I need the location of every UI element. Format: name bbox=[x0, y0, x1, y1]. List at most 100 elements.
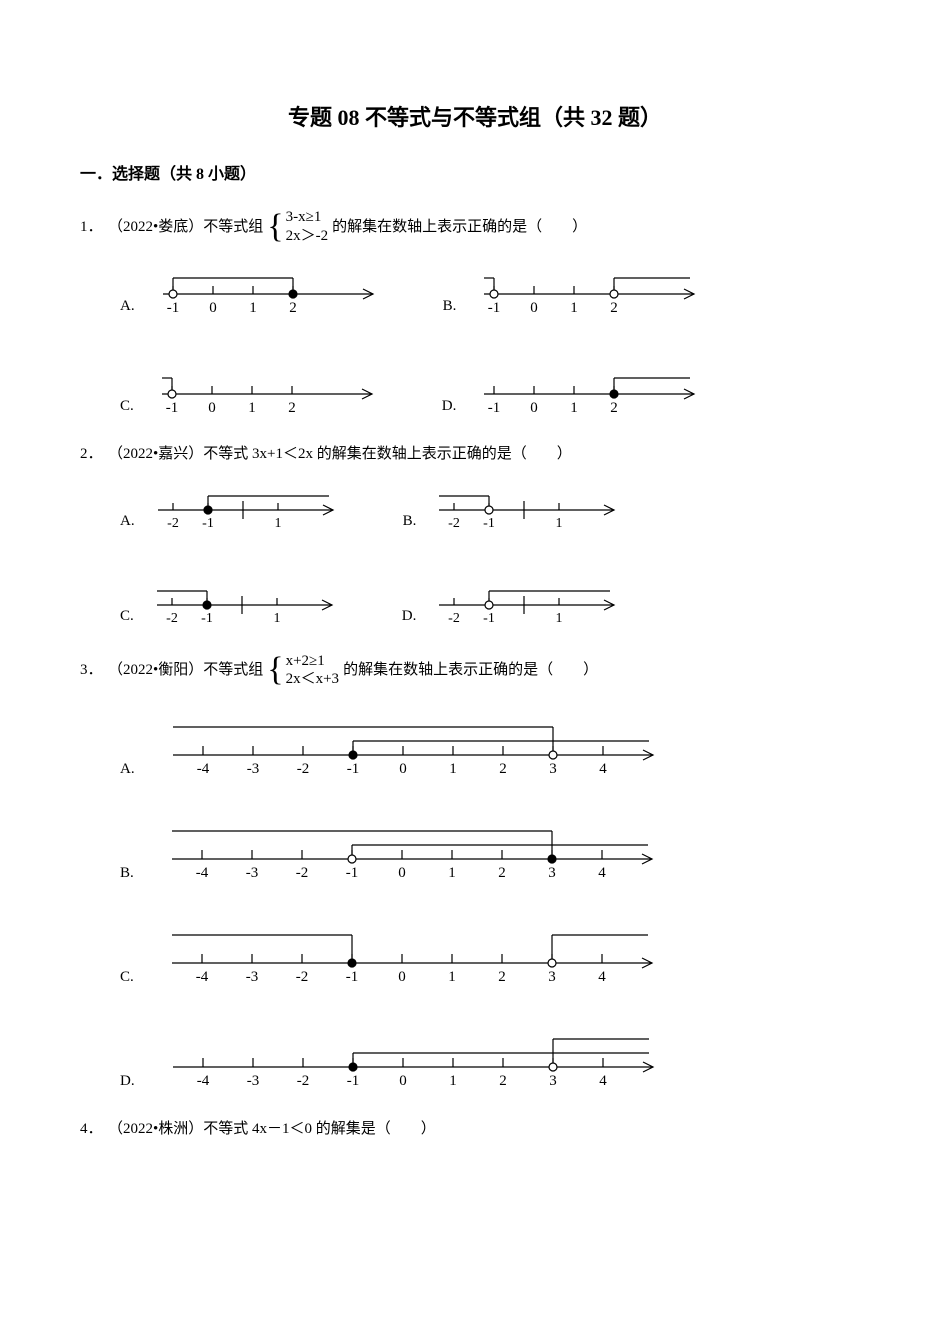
svg-text:-1: -1 bbox=[488, 300, 501, 316]
svg-text:2: 2 bbox=[611, 300, 619, 316]
option-label: C. bbox=[120, 604, 134, 628]
number-line-icon: -4-3-2-101234 bbox=[143, 1015, 663, 1095]
option-label: A. bbox=[120, 294, 135, 318]
option-label: D. bbox=[402, 604, 417, 628]
q1-options: A.-1012B.-1012C.-1012D.-1012 bbox=[120, 260, 870, 420]
q3-option-d: D.-4-3-2-101234 bbox=[120, 1015, 870, 1095]
q3-blank: （ ） bbox=[538, 658, 598, 682]
section-heading: 一．选择题（共 8 小题） bbox=[80, 160, 870, 184]
svg-text:0: 0 bbox=[208, 400, 216, 416]
option-label: C. bbox=[120, 965, 134, 989]
question-2: 2． （2022•嘉兴）不等式 3x+1＜2x 的解集在数轴上表示正确的是 （ … bbox=[80, 442, 870, 630]
svg-text:2: 2 bbox=[289, 300, 297, 316]
q1-blank: （ ） bbox=[527, 215, 587, 239]
svg-text:3: 3 bbox=[549, 761, 557, 777]
svg-text:-1: -1 bbox=[346, 969, 359, 985]
svg-text:4: 4 bbox=[599, 1073, 607, 1089]
svg-text:1: 1 bbox=[556, 516, 563, 531]
option-label: D. bbox=[120, 1069, 135, 1093]
svg-text:1: 1 bbox=[448, 865, 456, 881]
q1-option-d: D.-1012 bbox=[442, 360, 705, 420]
brace-icon: { bbox=[267, 210, 283, 244]
svg-text:4: 4 bbox=[599, 761, 607, 777]
svg-text:-1: -1 bbox=[484, 611, 496, 626]
number-line-icon: -1012 bbox=[464, 360, 704, 420]
svg-text:1: 1 bbox=[449, 1073, 457, 1089]
brace-icon: { bbox=[267, 653, 283, 687]
svg-text:4: 4 bbox=[598, 969, 606, 985]
question-4: 4． （2022•株洲）不等式 4x－1＜0 的解集是 （ ） bbox=[80, 1117, 870, 1141]
svg-text:2: 2 bbox=[499, 761, 507, 777]
q1-option-b: B. -1 0 1 2 bbox=[443, 260, 705, 320]
number-line-icon: -4-3-2-101234 bbox=[143, 703, 663, 783]
q3-option-c: C.-4-3-2-101234 bbox=[120, 911, 870, 991]
svg-text:-4: -4 bbox=[196, 865, 209, 881]
page-title: 专题 08 不等式与不等式组（共 32 题） bbox=[80, 100, 870, 132]
svg-text:1: 1 bbox=[571, 300, 579, 316]
svg-text:1: 1 bbox=[449, 761, 457, 777]
svg-text:3: 3 bbox=[548, 969, 556, 985]
svg-text:0: 0 bbox=[399, 761, 407, 777]
q1-system: { 3-x≥1 2x＞-2 bbox=[267, 208, 328, 246]
option-label: A. bbox=[120, 757, 135, 781]
svg-text:-1: -1 bbox=[201, 611, 213, 626]
svg-text:1: 1 bbox=[556, 611, 563, 626]
option-label: B. bbox=[443, 294, 457, 318]
q2-option-b: B.-2-11 bbox=[403, 480, 625, 535]
svg-text:-2: -2 bbox=[449, 611, 461, 626]
svg-text:-1: -1 bbox=[166, 400, 179, 416]
number-line-icon: -2 -1 1 bbox=[142, 575, 342, 630]
svg-text:-3: -3 bbox=[246, 1073, 259, 1089]
q2-text: （2022•嘉兴）不等式 3x+1＜2x 的解集在数轴上表示正确的是 bbox=[108, 442, 512, 466]
svg-text:-3: -3 bbox=[246, 761, 259, 777]
q3-ineq-1: x+2≥1 bbox=[286, 652, 339, 671]
q1-suffix: 的解集在数轴上表示正确的是 bbox=[332, 215, 527, 239]
option-label: A. bbox=[120, 509, 135, 533]
svg-text:2: 2 bbox=[498, 969, 506, 985]
q3-prefix: （2022•衡阳）不等式组 bbox=[108, 658, 263, 682]
number-line-icon: -2 -1 1 bbox=[424, 480, 624, 535]
question-1: 1． （2022•娄底）不等式组 { 3-x≥1 2x＞-2 的解集在数轴上表示… bbox=[80, 208, 870, 420]
q1-option-c: C.-1012 bbox=[120, 360, 382, 420]
svg-text:-2: -2 bbox=[296, 761, 309, 777]
svg-text:-1: -1 bbox=[166, 300, 179, 316]
svg-text:-1: -1 bbox=[484, 516, 496, 531]
number-line-icon: -2-11 bbox=[143, 480, 343, 535]
svg-text:2: 2 bbox=[611, 400, 619, 416]
q3-option-a: A.-4-3-2-101234 bbox=[120, 703, 870, 783]
svg-text:1: 1 bbox=[274, 516, 281, 531]
number-line-icon: -1012 bbox=[143, 260, 383, 320]
svg-text:-3: -3 bbox=[246, 969, 259, 985]
svg-text:-1: -1 bbox=[346, 865, 359, 881]
svg-text:0: 0 bbox=[398, 865, 406, 881]
q1-ineq-2: 2x＞-2 bbox=[286, 227, 329, 246]
q1-prefix: （2022•娄底）不等式组 bbox=[108, 215, 263, 239]
q3-number: 3． bbox=[80, 658, 108, 682]
option-label: D. bbox=[442, 394, 457, 418]
q2-option-a: A. -2-11 bbox=[120, 480, 343, 535]
question-3: 3． （2022•衡阳）不等式组 { x+2≥1 2x＜x+3 的解集在数轴上表… bbox=[80, 652, 870, 1096]
q2-blank: （ ） bbox=[512, 442, 572, 466]
svg-text:2: 2 bbox=[288, 400, 296, 416]
svg-text:-2: -2 bbox=[166, 611, 178, 626]
svg-text:1: 1 bbox=[448, 969, 456, 985]
number-line-icon: -1 0 1 2 bbox=[464, 260, 704, 320]
svg-text:1: 1 bbox=[273, 611, 280, 626]
svg-text:0: 0 bbox=[399, 1073, 407, 1089]
svg-text:-2: -2 bbox=[167, 516, 179, 531]
number-line-icon: -4-3-2-101234 bbox=[142, 807, 662, 887]
svg-text:1: 1 bbox=[571, 400, 579, 416]
svg-text:1: 1 bbox=[249, 300, 257, 316]
svg-text:1: 1 bbox=[248, 400, 256, 416]
svg-text:0: 0 bbox=[531, 400, 539, 416]
svg-text:-2: -2 bbox=[449, 516, 461, 531]
svg-text:2: 2 bbox=[499, 1073, 507, 1089]
q3-options: A.-4-3-2-101234B.-4-3-2-101234C.-4-3-2-1… bbox=[120, 703, 870, 1095]
q4-number: 4． bbox=[80, 1117, 108, 1141]
svg-text:2: 2 bbox=[498, 865, 506, 881]
q2-option-d: D. -2 -1 1 bbox=[402, 575, 625, 630]
q1-option-a: A.-1012 bbox=[120, 260, 383, 320]
number-line-icon: -4-3-2-101234 bbox=[142, 911, 662, 991]
q3-suffix: 的解集在数轴上表示正确的是 bbox=[343, 658, 538, 682]
svg-text:0: 0 bbox=[531, 300, 539, 316]
